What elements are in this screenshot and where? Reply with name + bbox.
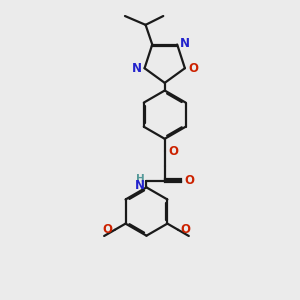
Text: N: N <box>132 62 142 75</box>
Text: N: N <box>135 179 145 192</box>
Text: O: O <box>184 174 194 187</box>
Text: H: H <box>136 174 145 184</box>
Text: N: N <box>179 37 190 50</box>
Text: O: O <box>189 62 199 75</box>
Text: O: O <box>103 223 113 236</box>
Text: O: O <box>168 145 178 158</box>
Text: O: O <box>180 223 190 236</box>
